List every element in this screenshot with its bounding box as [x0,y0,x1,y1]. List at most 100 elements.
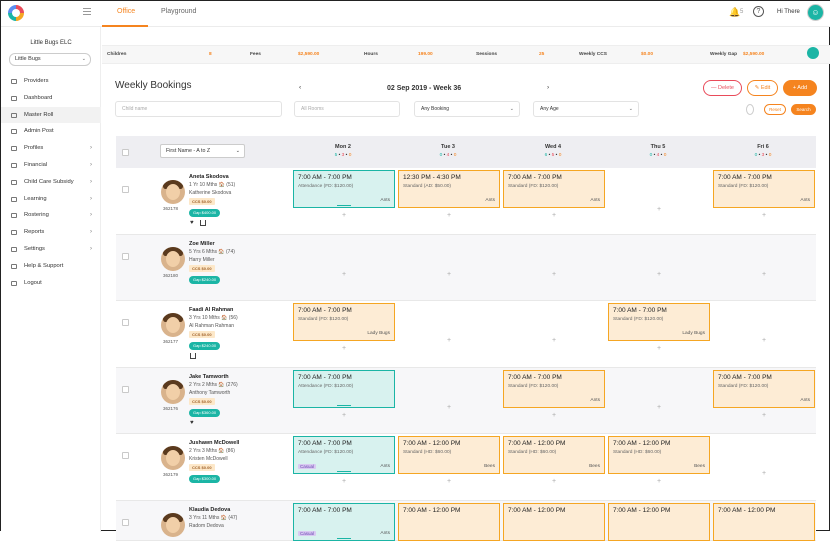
edit-button[interactable]: ✎ Edit [747,80,778,96]
history-icon[interactable] [746,104,754,115]
add-booking-icon[interactable]: + [762,470,767,477]
stats-toggle-icon[interactable] [807,47,819,59]
booking-card[interactable]: 7:00 AM - 7:00 PM Standard (FD: $120.00) A… [503,170,605,208]
booking-card[interactable]: 7:00 AM - 7:00 PM Standard (FD: $120.00) A… [713,370,815,408]
help-icon[interactable]: ? [753,6,764,17]
child-name[interactable]: Jake Tamworth [189,374,229,380]
add-booking-icon[interactable]: + [342,345,347,352]
add-button[interactable]: + Add [783,80,817,96]
child-name-input[interactable]: Child name [115,101,282,117]
rooms-input[interactable]: All Rooms [294,101,400,117]
add-booking-icon[interactable]: + [762,412,767,419]
row-checkbox[interactable] [122,519,129,526]
delete-button[interactable]: — Delete [703,80,742,96]
sidebar-item-logout[interactable]: Logout [1,275,101,292]
add-booking-icon[interactable]: + [762,337,767,344]
booking-card[interactable]: 12:30 PM - 4:30 PM Standard (AD: $50.00) A… [398,170,500,208]
add-booking-icon[interactable]: + [447,404,452,411]
user-avatar[interactable]: ☺ [807,4,824,21]
booking-room: Bees [589,464,600,469]
booking-card[interactable]: 7:00 AM - 7:00 PM Ants Casual [293,503,395,541]
add-booking-icon[interactable]: + [657,206,662,213]
child-name[interactable]: Faadi Al Rahman [189,307,234,313]
select-all-checkbox[interactable] [122,149,129,156]
center-select[interactable]: Little Bugs ⌄ [9,53,91,66]
sidebar-item-learning[interactable]: Learning › [1,191,101,208]
menu-toggle-icon[interactable] [83,8,91,16]
add-booking-icon[interactable]: + [447,337,452,344]
row-checkbox[interactable] [122,319,129,326]
add-booking-icon[interactable]: + [447,271,452,278]
booking-card[interactable]: 7:00 AM - 12:00 PM [398,503,500,541]
add-booking-icon[interactable]: + [447,212,452,219]
download-icon[interactable] [200,220,206,226]
age-select[interactable]: Any Age ⌄ [533,101,639,117]
child-name[interactable]: Jushawn McDowell [189,440,240,446]
sort-select[interactable]: First Name - A to Z ⌄ [160,144,245,158]
sidebar-item-profiles[interactable]: Profiles › [1,140,101,157]
child-age-text: 3 Yrs 11 Mths [189,515,220,521]
booking-card[interactable]: 7:00 AM - 7:00 PM Attendance (FD: $120.00… [293,170,395,208]
add-booking-icon[interactable]: + [657,478,662,485]
add-booking-icon[interactable]: + [657,404,662,411]
booking-card[interactable]: 7:00 AM - 12:00 PM [713,503,815,541]
sidebar-item-child-care-subsidy[interactable]: Child Care Subsidy › [1,174,101,191]
add-booking-icon[interactable]: + [762,271,767,278]
row-checkbox[interactable] [122,386,129,393]
add-booking-icon[interactable]: + [762,212,767,219]
sidebar-item-master-roll[interactable]: Master Roll [1,106,101,124]
child-session-count: 56 [230,315,237,321]
sidebar-item-admin-post[interactable]: Admin Post [1,123,101,140]
child-age: 2 Yrs 3 Mths 🏠 (86) [189,448,235,454]
row-checkbox[interactable] [122,253,129,260]
tab-office[interactable]: Office [117,8,136,15]
row-checkbox[interactable] [122,186,129,193]
add-booking-icon[interactable]: + [552,212,557,219]
add-booking-icon[interactable]: + [342,412,347,419]
booking-card[interactable]: 7:00 AM - 12:00 PM Standard (HD: $60.00) B… [503,436,605,474]
app-logo[interactable] [8,5,24,21]
booking-card[interactable]: 7:00 AM - 7:00 PM Standard (FD: $120.00) L… [293,303,395,341]
child-name[interactable]: Zoe Miller [189,241,215,247]
sidebar-item-dashboard[interactable]: Dashboard [1,90,101,107]
sidebar-item-settings[interactable]: Settings › [1,241,101,258]
day-name: Thu 5 [650,144,666,150]
add-booking-icon[interactable]: + [552,337,557,344]
booking-card[interactable]: 7:00 AM - 12:00 PM [608,503,710,541]
booking-card[interactable]: 7:00 AM - 7:00 PM Attendance (FD: $120.00… [293,370,395,408]
booking-select[interactable]: Any Booking ⌄ [414,101,520,117]
tab-playground[interactable]: Playground [161,8,197,15]
add-booking-icon[interactable]: + [342,478,347,485]
sidebar-item-rostering[interactable]: Rostering › [1,207,101,224]
child-name[interactable]: Klaudia Dedova [189,507,231,513]
prev-week-button[interactable]: ‹ [299,84,302,91]
add-booking-icon[interactable]: + [552,412,557,419]
next-week-button[interactable]: › [547,84,550,91]
sidebar-item-providers[interactable]: Providers [1,73,101,90]
reset-button[interactable]: Reset [764,104,786,115]
reports-icon [11,230,17,236]
booking-card[interactable]: 7:00 AM - 7:00 PM Standard (FD: $120.00) L… [608,303,710,341]
bell-icon[interactable]: 🔔 [729,7,741,17]
row-checkbox[interactable] [122,452,129,459]
add-booking-icon[interactable]: + [552,271,557,278]
download-icon[interactable] [190,353,196,359]
separator: • [547,153,552,158]
search-button[interactable]: Search [791,104,816,115]
add-booking-icon[interactable]: + [657,271,662,278]
add-booking-icon[interactable]: + [447,478,452,485]
add-booking-icon[interactable]: + [552,478,557,485]
booking-card[interactable]: 7:00 AM - 7:00 PM Attendance (FD: $120.00… [293,436,395,474]
sidebar-item-help-support[interactable]: Help & Support [1,258,101,275]
booking-card[interactable]: 7:00 AM - 12:00 PM Standard (HD: $60.00) B… [608,436,710,474]
sidebar-item-reports[interactable]: Reports › [1,224,101,241]
add-booking-icon[interactable]: + [657,345,662,352]
child-name[interactable]: Aneta Skodova [189,174,229,180]
booking-card[interactable]: 7:00 AM - 7:00 PM Standard (FD: $120.00) A… [713,170,815,208]
sidebar-item-financial[interactable]: Financial › [1,157,101,174]
add-booking-icon[interactable]: + [342,271,347,278]
add-booking-icon[interactable]: + [342,212,347,219]
booking-card[interactable]: 7:00 AM - 7:00 PM Standard (FD: $120.00) A… [503,370,605,408]
booking-card[interactable]: 7:00 AM - 12:00 PM [503,503,605,541]
booking-card[interactable]: 7:00 AM - 12:00 PM Standard (HD: $60.00) B… [398,436,500,474]
